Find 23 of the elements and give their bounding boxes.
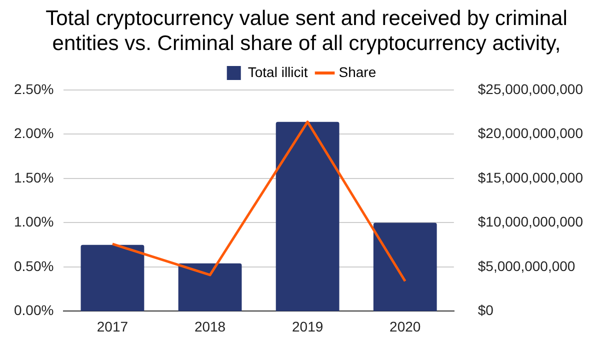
legend-label: Share (338, 64, 376, 80)
y-tick-label: 2.50% (14, 80, 54, 97)
y2-tick-label: $25,000,000,000 (478, 80, 584, 97)
y-tick-label: 0.00% (14, 302, 54, 318)
x-tick-label: 2017 (96, 318, 128, 334)
y-tick-label: 1.50% (14, 169, 54, 186)
chart-title: Total cryptocurrency value sent and received by criminal entities vs. Criminal share of all cryptocurrency activity, (44, 6, 568, 56)
y2-tick-label: $20,000,000,000 (478, 125, 584, 142)
bar (178, 263, 242, 312)
y-tick-label: 0.50% (14, 258, 54, 274)
bar (373, 222, 437, 312)
bar (80, 244, 144, 312)
y2-tick-label: $10,000,000,000 (478, 214, 584, 230)
legend-label: Total illicit (248, 64, 308, 80)
y-tick-label: 2.00% (14, 125, 54, 142)
y2-tick-label: $0 (478, 302, 494, 318)
y2-tick-label: $15,000,000,000 (478, 169, 584, 186)
y-tick-label: 1.00% (14, 214, 54, 230)
x-tick-label: 2019 (292, 318, 324, 334)
bar (276, 122, 340, 312)
y2-tick-label: $5,000,000,000 (478, 258, 576, 274)
x-tick-label: 2018 (194, 318, 226, 334)
x-tick-label: 2020 (390, 318, 421, 334)
